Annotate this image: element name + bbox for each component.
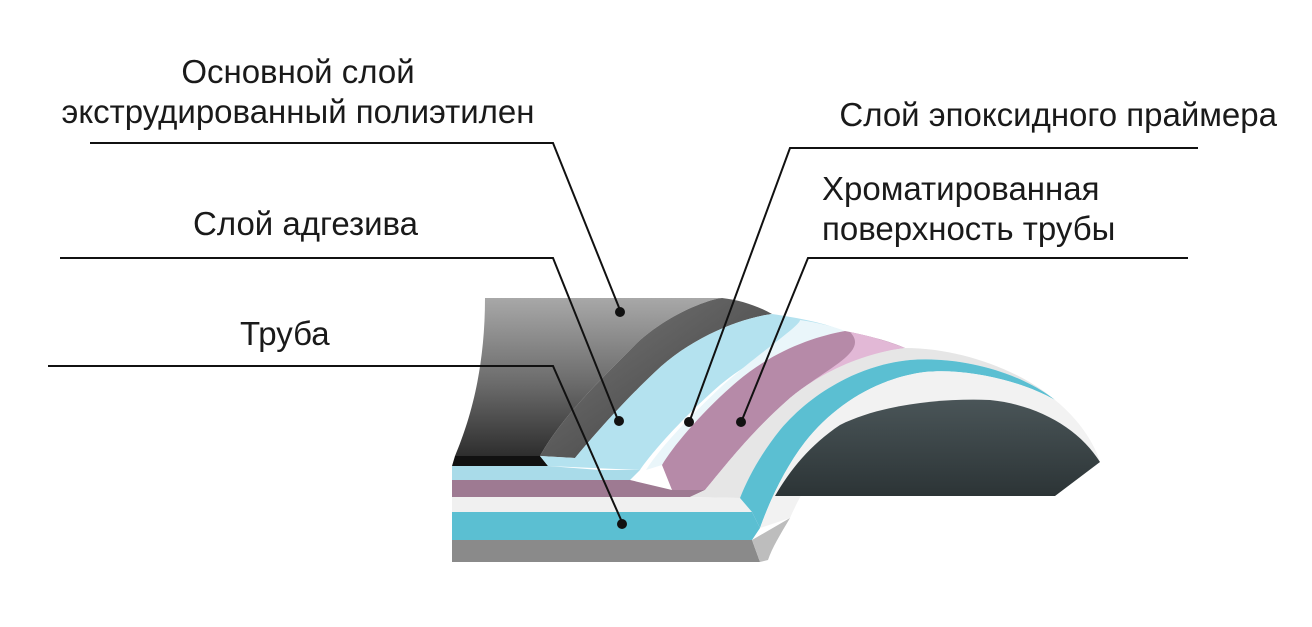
label-base-layer-line2: экструдированный полиэтилен [61, 93, 534, 130]
pipe-outer-layer [740, 359, 1055, 528]
pipe-grey-edge [752, 518, 790, 562]
pipe-inner-bore [775, 399, 1100, 496]
pointer-chromated-surface [736, 417, 746, 427]
label-chromated-line1: Хроматированная [822, 170, 1099, 207]
pointer-base-layer [615, 307, 625, 317]
leader-chromated-surface [741, 257, 1188, 421]
chromated-surface-layer [690, 348, 1055, 498]
label-base-layer-line1: Основной слой [181, 53, 414, 90]
label-pipe: Труба [240, 315, 330, 352]
pipe-ring [760, 371, 1100, 528]
leader-base-layer [90, 142, 621, 311]
polyethylene-edge [540, 298, 772, 458]
label-epoxy-primer: Слой эпоксидного праймера [839, 96, 1277, 133]
pointer-pipe [617, 519, 627, 529]
adhesive-bottom-strip [452, 466, 640, 480]
polyethylene-bottom-strip [452, 456, 548, 466]
pointer-adhesive [614, 416, 624, 426]
pointer-epoxy-primer [684, 417, 694, 427]
epoxy-primer-layer [662, 331, 905, 490]
leader-pipe [48, 365, 623, 523]
chromated-surface-bottom-strip [452, 497, 752, 512]
polyethylene-layer [455, 298, 722, 456]
pipe-wall-cross-section [452, 298, 1100, 562]
pipe-cyan-bottom-strip [452, 512, 760, 540]
adhesive-highlight [646, 320, 845, 470]
leader-adhesive [60, 257, 619, 421]
epoxy-primer-bottom-strip [452, 480, 705, 497]
labels: Основной слой экструдированный полиэтиле… [61, 53, 1277, 352]
label-adhesive: Слой адгезива [193, 205, 419, 242]
pipe-grey-bottom-strip [452, 540, 760, 562]
label-chromated-line2: поверхность трубы [822, 210, 1115, 247]
leader-epoxy-primer [689, 147, 1198, 421]
leader-lines [48, 142, 1198, 529]
